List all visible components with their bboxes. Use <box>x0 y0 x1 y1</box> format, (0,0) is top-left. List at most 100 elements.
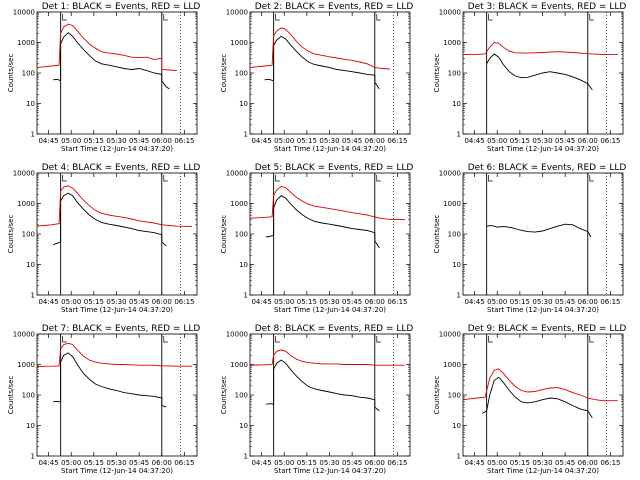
x-tick-label: 05:00 <box>274 459 294 467</box>
x-tick-label: 06:00 <box>152 459 172 467</box>
x-tick-label: 06:00 <box>578 137 598 145</box>
x-axis-label: Start Time (12-Jun-14 04:37:20) <box>274 145 386 153</box>
x-tick-label: 05:15 <box>297 459 317 467</box>
y-tick-label: 10 <box>452 261 461 269</box>
series-events-line <box>53 352 167 408</box>
time-marker-flag <box>275 14 280 21</box>
y-tick-label: 100 <box>448 70 461 78</box>
x-tick-label: 05:45 <box>129 459 149 467</box>
x-tick-label: 04:45 <box>464 459 484 467</box>
x-tick-label: 04:45 <box>38 459 58 467</box>
y-axis-label: Counts/sec <box>7 215 15 254</box>
x-tick-label: 05:45 <box>555 298 575 306</box>
time-marker-flag <box>376 175 381 182</box>
x-tick-label: 05:15 <box>510 137 530 145</box>
y-axis-label: Counts/sec <box>433 376 441 415</box>
x-axis-label: Start Time (12-Jun-14 04:37:20) <box>61 306 173 314</box>
chart-title: Det 5: BLACK = Events, RED = LLD <box>255 163 414 173</box>
chart-title: Det 9: BLACK = Events, RED = LLD <box>468 324 627 334</box>
y-tick-label: 10 <box>26 100 35 108</box>
y-tick-label: 1000 <box>230 361 248 369</box>
x-tick-label: 05:00 <box>61 137 81 145</box>
chart-title: Det 3: BLACK = Events, RED = LLD <box>468 2 627 12</box>
y-tick-label: 1 <box>457 292 461 300</box>
series-events-line <box>486 223 592 238</box>
x-axis-label: Start Time (12-Jun-14 04:37:20) <box>487 467 599 475</box>
x-tick-label: 05:00 <box>61 459 81 467</box>
y-axis-label: Counts/sec <box>7 376 15 415</box>
y-tick-label: 1000 <box>17 361 35 369</box>
y-tick-label: 10000 <box>439 170 461 178</box>
time-marker-flag <box>275 336 280 343</box>
y-axis-label: Counts/sec <box>433 54 441 93</box>
y-tick-label: 100 <box>235 392 248 400</box>
x-tick-label: 05:30 <box>532 137 552 145</box>
y-tick-label: 100 <box>448 392 461 400</box>
y-axis-label: Counts/sec <box>433 215 441 254</box>
x-tick-label: 05:45 <box>129 298 149 306</box>
time-marker-flag <box>163 336 168 343</box>
x-tick-label: 06:15 <box>387 459 407 467</box>
x-tick-label: 04:45 <box>38 298 58 306</box>
x-tick-label: 06:00 <box>578 298 598 306</box>
x-tick-label: 05:15 <box>510 298 530 306</box>
x-tick-label: 06:00 <box>365 459 385 467</box>
x-tick-label: 05:15 <box>84 137 104 145</box>
time-marker-flag <box>376 336 381 343</box>
x-tick-label: 04:45 <box>464 298 484 306</box>
x-tick-label: 05:45 <box>342 459 362 467</box>
x-tick-label: 05:15 <box>84 459 104 467</box>
series-lld-line <box>36 342 192 368</box>
x-tick-label: 05:30 <box>319 459 339 467</box>
y-tick-label: 1000 <box>230 200 248 208</box>
y-tick-label: 1 <box>244 453 248 461</box>
time-marker-flag <box>62 336 67 343</box>
x-tick-label: 05:00 <box>61 298 81 306</box>
y-tick-label: 10000 <box>439 331 461 339</box>
x-tick-label: 05:00 <box>274 298 294 306</box>
chart-title: Det 7: BLACK = Events, RED = LLD <box>42 324 201 334</box>
x-tick-label: 06:15 <box>600 459 620 467</box>
y-tick-label: 1 <box>457 131 461 139</box>
chart-panel-4: Det 4: BLACK = Events, RED = LLD 1 10 100 10… <box>7 163 200 314</box>
y-axis-label: Counts/sec <box>220 54 228 93</box>
y-tick-label: 10000 <box>13 170 35 178</box>
y-tick-label: 10 <box>452 422 461 430</box>
y-tick-label: 10000 <box>226 331 248 339</box>
time-marker-flag <box>589 175 594 182</box>
x-tick-label: 05:30 <box>319 137 339 145</box>
chart-panel-7: Det 7: BLACK = Events, RED = LLD 1 10 100 10… <box>7 324 200 475</box>
x-tick-label: 06:00 <box>365 298 385 306</box>
y-axis-label: Counts/sec <box>220 376 228 415</box>
series-events-line <box>481 376 593 418</box>
x-tick-label: 05:45 <box>342 298 362 306</box>
time-marker-flag <box>163 14 168 21</box>
x-tick-label: 05:15 <box>510 459 530 467</box>
x-tick-label: 05:15 <box>84 298 104 306</box>
series-lld-line <box>36 185 193 228</box>
y-tick-label: 100 <box>235 70 248 78</box>
chart-panel-3: Det 3: BLACK = Events, RED = LLD 1 10 100 10… <box>433 2 626 153</box>
time-marker-flag <box>488 14 493 21</box>
y-tick-label: 1 <box>457 453 461 461</box>
x-axis-label: Start Time (12-Jun-14 04:37:20) <box>61 467 173 475</box>
y-tick-label: 1 <box>244 131 248 139</box>
series-lld-line <box>462 42 618 56</box>
x-tick-label: 04:45 <box>38 137 58 145</box>
series-lld-line <box>36 23 177 72</box>
time-marker-flag <box>62 175 67 182</box>
x-tick-label: 05:30 <box>106 137 126 145</box>
time-marker-flag <box>488 175 493 182</box>
series-events-line <box>264 35 380 90</box>
x-tick-label: 06:00 <box>152 298 172 306</box>
y-tick-label: 1 <box>31 453 35 461</box>
chart-title: Det 8: BLACK = Events, RED = LLD <box>255 324 414 334</box>
x-tick-label: 05:00 <box>487 459 507 467</box>
chart-title: Det 1: BLACK = Events, RED = LLD <box>42 2 201 12</box>
y-tick-label: 10 <box>26 261 35 269</box>
chart-panel-5: Det 5: BLACK = Events, RED = LLD 1 10 100 10… <box>220 163 413 314</box>
time-marker-flag <box>589 14 594 21</box>
time-marker-flag <box>488 336 493 343</box>
time-marker-flag <box>589 336 594 343</box>
